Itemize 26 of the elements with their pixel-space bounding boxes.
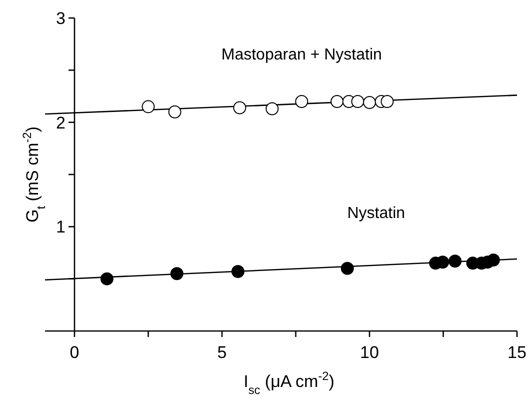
y-tick-label: 1 (56, 218, 66, 237)
point (170, 267, 184, 280)
point (363, 96, 376, 110)
point (266, 102, 279, 116)
point (100, 272, 114, 286)
point (486, 254, 500, 267)
text: Nystatin (347, 205, 406, 222)
point (233, 101, 246, 114)
point (436, 256, 450, 269)
point (340, 262, 354, 275)
x-axis-title: I$_{sc}$ (μA cm$^{-2}$) (244, 369, 334, 397)
point (231, 265, 244, 278)
point (330, 94, 344, 108)
point (168, 105, 182, 118)
x-tick-label: 0 (70, 343, 80, 362)
point (295, 94, 308, 108)
point (448, 254, 462, 268)
point (351, 94, 364, 108)
point (142, 100, 155, 114)
y-tick-label: 3 (56, 8, 66, 28)
text: Mastoparan + Nystatin (221, 46, 382, 64)
x-tick-label: 15 (508, 343, 526, 362)
point (380, 94, 394, 108)
x-tick-label: 10 (360, 343, 379, 362)
y-tick-label: 2 (56, 113, 66, 132)
x-tick-label: 5 (217, 343, 227, 362)
